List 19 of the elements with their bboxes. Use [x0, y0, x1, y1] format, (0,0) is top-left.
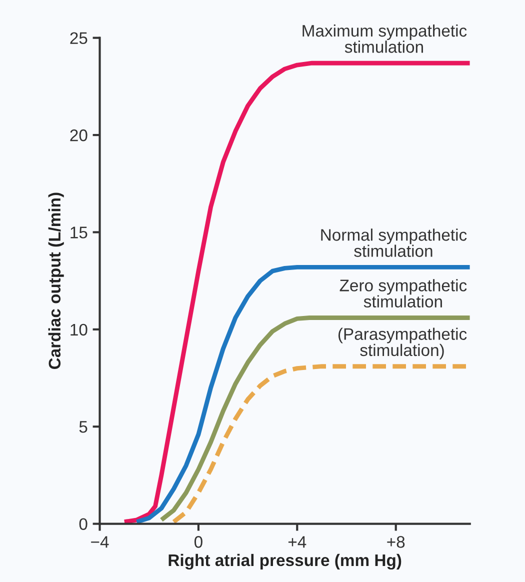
series-label: Maximum sympathetic stimulation [302, 24, 467, 53]
y-axis-title: Cardiac output (L/min) [48, 192, 64, 370]
x-tick-label: 0 [194, 536, 202, 548]
line-series [122, 60, 470, 524]
x-axis-title: Right atrial pressure (mm Hg) [168, 554, 402, 570]
series-label: Zero sympathetic stimulation [340, 279, 467, 308]
x-tick-label: +8 [387, 536, 405, 548]
line-series [159, 316, 470, 522]
x-tick-label: −4 [91, 536, 109, 548]
y-tick-label: 25 [70, 32, 88, 44]
x-tick-label: +4 [288, 536, 306, 548]
series-label: (Parasympathetic stimulation) [338, 328, 467, 360]
y-tick-label: 0 [79, 518, 88, 530]
y-tick-label: 5 [79, 421, 88, 433]
line-series [134, 264, 470, 524]
y-tick-label: 10 [70, 324, 88, 336]
series-label: Normal sympathetic stimulation [321, 228, 467, 257]
y-tick-label: 15 [70, 226, 88, 238]
y-tick-label: 20 [70, 129, 88, 142]
